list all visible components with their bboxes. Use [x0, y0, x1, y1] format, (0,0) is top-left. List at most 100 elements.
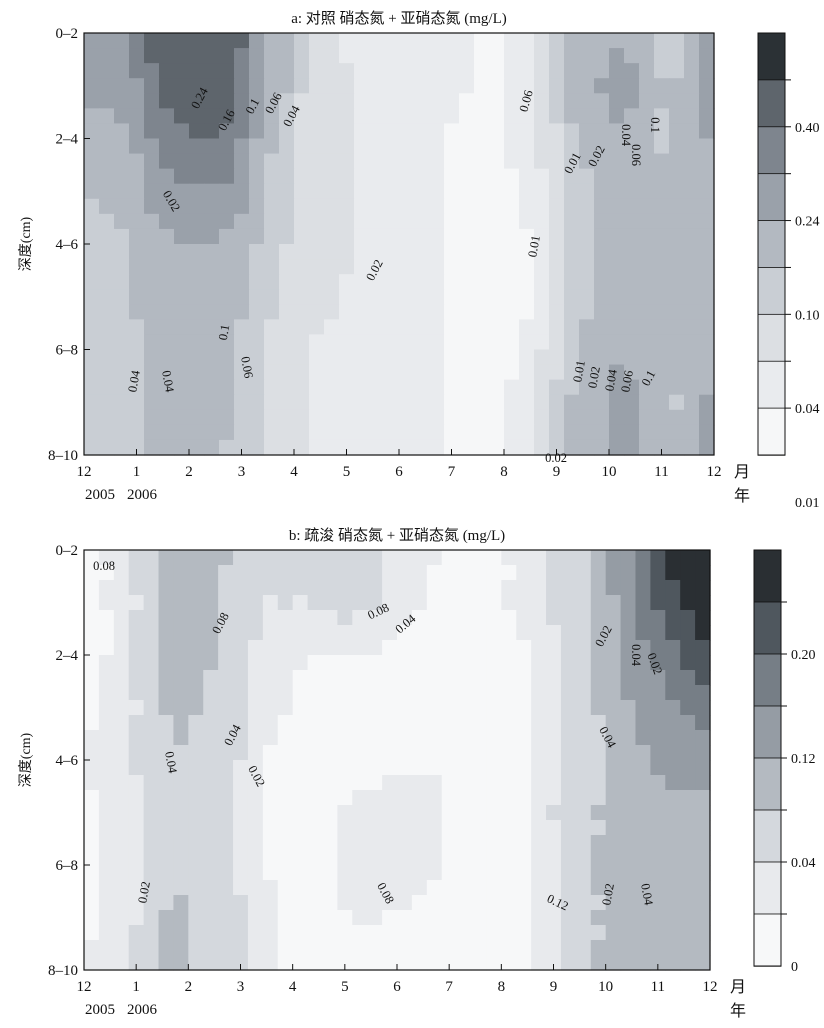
contour-cell — [279, 153, 295, 170]
contour-cell — [639, 379, 655, 396]
contour-cell — [174, 63, 190, 79]
contour-cell — [352, 640, 368, 656]
contour-cell — [650, 835, 666, 851]
contour-cell — [534, 409, 550, 426]
contour-cell — [173, 760, 189, 776]
contour-cell — [218, 685, 234, 701]
contour-cell — [128, 565, 145, 581]
contour-cell — [414, 259, 430, 275]
contour-cell — [594, 289, 610, 305]
contour-cell — [159, 33, 175, 49]
contour-cell — [531, 625, 547, 641]
contour-cell — [129, 424, 145, 441]
contour-cell — [456, 760, 473, 776]
contour-cell — [489, 183, 505, 200]
contour-cell — [669, 183, 685, 200]
x-tick-label: 11 — [654, 464, 668, 480]
contour-cell — [204, 409, 220, 426]
contour-cell — [189, 48, 205, 64]
contour-cell — [367, 940, 383, 956]
contour-cell — [650, 745, 666, 761]
contour-cell — [309, 153, 325, 170]
contour-cell — [309, 379, 325, 396]
contour-cell — [399, 409, 415, 426]
contour-cell — [114, 349, 130, 366]
contour-cell — [307, 760, 324, 776]
contour-cell — [411, 730, 428, 746]
contour-cell — [665, 610, 681, 626]
contour-cell — [309, 123, 325, 140]
contour-cell — [174, 153, 190, 170]
colorbar-label: 0.04 — [791, 856, 816, 871]
contour-cell — [352, 865, 368, 881]
contour-cell — [279, 123, 295, 140]
contour-cell — [277, 895, 294, 911]
contour-cell — [382, 835, 398, 851]
contour-cell — [549, 319, 565, 336]
contour-cell — [143, 850, 160, 866]
contour-cell — [352, 550, 368, 566]
contour-cell — [234, 228, 250, 245]
contour-cell — [605, 610, 622, 626]
contour-cell — [339, 304, 355, 320]
contour-cell — [352, 760, 368, 776]
contour-cell — [324, 349, 340, 366]
contour-cell — [654, 108, 670, 125]
contour-cell — [534, 183, 550, 200]
contour-cell — [609, 289, 625, 305]
contour-cell — [635, 715, 651, 731]
contour-cell — [339, 394, 355, 411]
contour-cell — [369, 168, 385, 185]
contour-cell — [564, 48, 580, 64]
contour-cell — [429, 424, 445, 441]
contour-cell — [650, 685, 666, 701]
contour-cell — [516, 775, 532, 791]
contour-cell — [307, 790, 324, 806]
contour-cell — [143, 715, 160, 731]
contour-cell — [262, 775, 279, 791]
contour-cell — [546, 880, 562, 896]
contour-cell — [367, 790, 383, 806]
contour-cell — [277, 760, 294, 776]
contour-cell — [337, 910, 353, 926]
contour-cell — [504, 48, 520, 64]
contour-cell — [262, 910, 279, 926]
contour-cell — [650, 910, 666, 926]
contour-cell — [575, 925, 592, 941]
contour-cell — [695, 910, 711, 926]
contour-cell — [605, 595, 622, 611]
contour-cell — [277, 595, 294, 611]
contour-cell — [519, 289, 535, 305]
contour-cell — [665, 715, 681, 731]
contour-cell — [189, 349, 205, 366]
contour-cell — [337, 610, 353, 626]
contour-cell — [322, 955, 338, 971]
contour-cell — [279, 319, 295, 336]
contour-cell — [354, 274, 370, 290]
contour-cell — [384, 183, 400, 200]
contour-cell — [399, 394, 415, 411]
contour-cell — [516, 595, 532, 611]
contour-cell — [414, 439, 430, 456]
contour-cell — [309, 259, 325, 275]
contour-cell — [158, 625, 175, 641]
contour-cell — [699, 183, 715, 200]
contour-cell — [143, 580, 160, 596]
contour-cell — [471, 910, 488, 926]
contour-cell — [249, 213, 265, 230]
contour-cell — [489, 289, 505, 305]
contour-cell — [399, 364, 415, 381]
contour-cell — [680, 925, 696, 941]
contour-cell — [322, 640, 338, 656]
contour-cell — [129, 244, 145, 260]
contour-cell — [218, 850, 234, 866]
contour-cell — [684, 349, 700, 366]
contour-cell — [204, 48, 220, 64]
contour-cell — [234, 48, 250, 64]
contour-cell — [173, 595, 189, 611]
contour-cell — [159, 78, 175, 94]
contour-cell — [113, 610, 130, 626]
contour-cell — [534, 33, 550, 49]
contour-cell — [247, 790, 264, 806]
contour-cell — [188, 625, 204, 641]
